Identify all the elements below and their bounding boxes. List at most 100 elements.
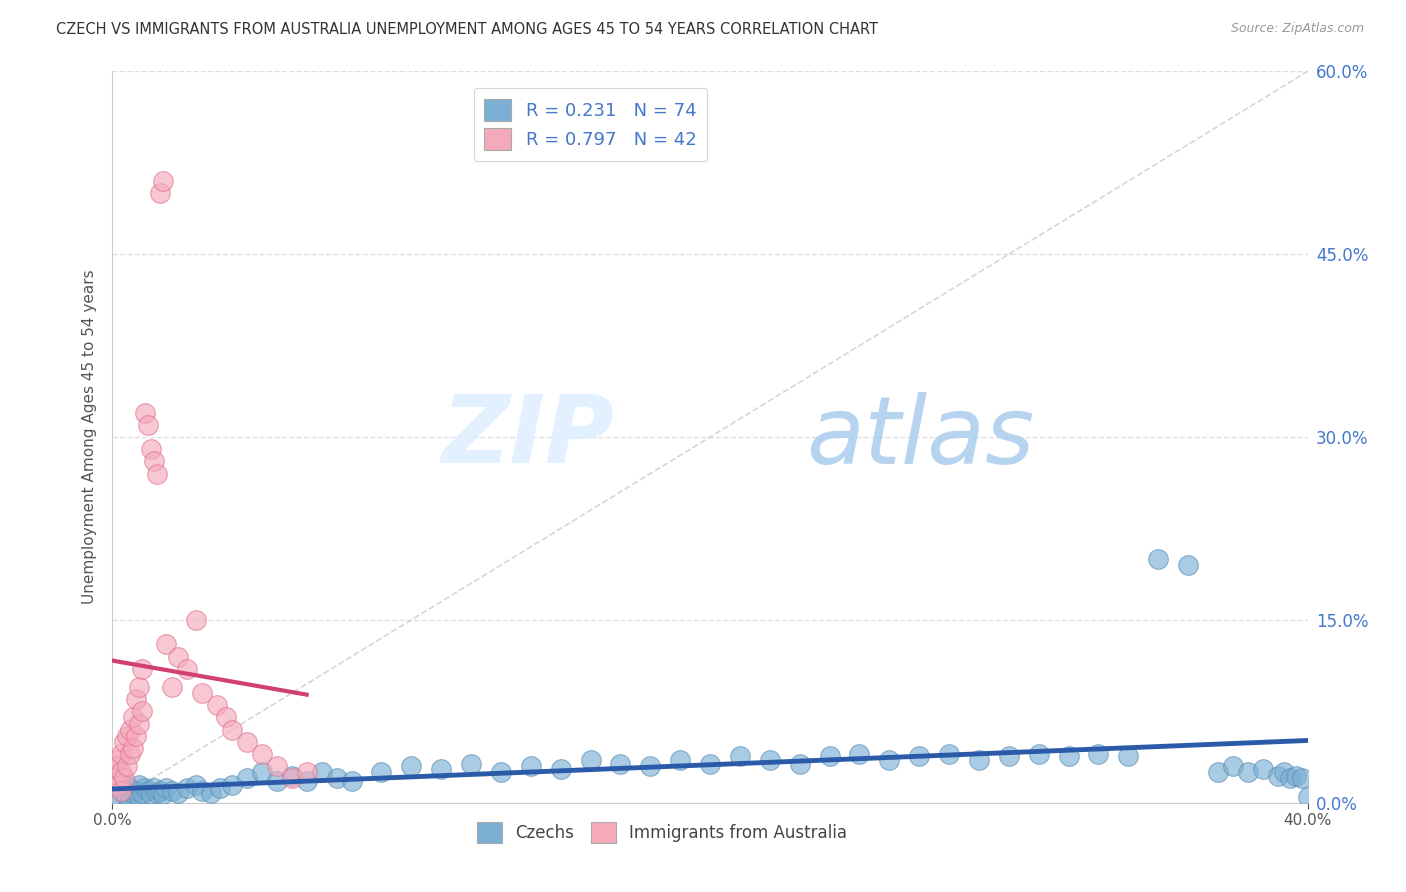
Czechs	[520, 759, 543, 773]
Czechs	[967, 753, 990, 767]
Czechs	[430, 762, 453, 776]
Immigrants from Australia	[107, 778, 129, 792]
Text: atlas: atlas	[806, 392, 1033, 483]
Czechs	[311, 765, 333, 780]
Czechs	[110, 783, 132, 797]
Immigrants from Australia	[221, 723, 243, 737]
Immigrants from Australia	[141, 442, 163, 457]
Czechs	[191, 783, 214, 797]
Czechs	[579, 753, 602, 767]
Immigrants from Australia	[162, 680, 183, 694]
Immigrants from Australia	[143, 454, 166, 468]
Czechs	[848, 747, 870, 761]
Czechs	[141, 787, 163, 801]
Immigrants from Australia	[114, 735, 135, 749]
Immigrants from Australia	[122, 740, 145, 755]
Czechs	[200, 786, 222, 800]
Czechs	[550, 762, 572, 776]
Czechs	[221, 778, 243, 792]
Immigrants from Australia	[104, 772, 127, 786]
Immigrants from Australia	[131, 705, 153, 719]
Czechs	[1296, 789, 1319, 804]
Czechs	[128, 778, 150, 792]
Immigrants from Australia	[205, 698, 228, 713]
Text: CZECH VS IMMIGRANTS FROM AUSTRALIA UNEMPLOYMENT AMONG AGES 45 TO 54 YEARS CORREL: CZECH VS IMMIGRANTS FROM AUSTRALIA UNEMP…	[56, 22, 879, 37]
Czechs	[281, 769, 304, 783]
Y-axis label: Unemployment Among Ages 45 to 54 years: Unemployment Among Ages 45 to 54 years	[82, 269, 97, 605]
Immigrants from Australia	[107, 753, 129, 767]
Czechs	[789, 756, 811, 771]
Immigrants from Australia	[128, 680, 150, 694]
Czechs	[1272, 765, 1295, 780]
Czechs	[1087, 747, 1109, 761]
Czechs	[340, 773, 363, 788]
Immigrants from Australia	[266, 759, 288, 773]
Immigrants from Australia	[120, 723, 142, 737]
Czechs	[266, 773, 288, 788]
Text: Source: ZipAtlas.com: Source: ZipAtlas.com	[1230, 22, 1364, 36]
Immigrants from Australia	[186, 613, 208, 627]
Czechs	[669, 753, 692, 767]
Immigrants from Australia	[155, 637, 177, 651]
Czechs	[1147, 552, 1170, 566]
Immigrants from Australia	[176, 662, 198, 676]
Czechs	[125, 783, 148, 797]
Czechs	[759, 753, 782, 767]
Czechs	[1267, 769, 1289, 783]
Czechs	[155, 781, 177, 796]
Czechs	[236, 772, 259, 786]
Czechs	[699, 756, 721, 771]
Czechs	[370, 765, 392, 780]
Czechs	[609, 756, 631, 771]
Immigrants from Australia	[134, 406, 156, 420]
Czechs	[325, 772, 347, 786]
Czechs	[167, 786, 190, 800]
Czechs	[143, 781, 166, 796]
Czechs	[879, 753, 901, 767]
Immigrants from Australia	[138, 417, 160, 432]
Czechs	[938, 747, 960, 761]
Immigrants from Australia	[131, 662, 153, 676]
Czechs	[1291, 772, 1313, 786]
Immigrants from Australia	[146, 467, 169, 481]
Czechs	[117, 789, 139, 804]
Czechs	[1177, 558, 1199, 573]
Czechs	[107, 789, 129, 804]
Text: ZIP: ZIP	[441, 391, 614, 483]
Czechs	[120, 792, 142, 806]
Immigrants from Australia	[191, 686, 214, 700]
Czechs	[120, 781, 142, 796]
Czechs	[1028, 747, 1050, 761]
Immigrants from Australia	[295, 765, 318, 780]
Czechs	[122, 786, 145, 800]
Czechs	[1278, 772, 1301, 786]
Immigrants from Australia	[125, 692, 148, 706]
Czechs	[138, 783, 160, 797]
Czechs	[295, 773, 318, 788]
Czechs	[1251, 762, 1274, 776]
Czechs	[176, 781, 198, 796]
Czechs	[460, 756, 482, 771]
Czechs	[1237, 765, 1260, 780]
Czechs	[162, 783, 183, 797]
Immigrants from Australia	[149, 186, 172, 201]
Czechs	[908, 749, 931, 764]
Czechs	[1285, 769, 1308, 783]
Czechs	[152, 787, 174, 801]
Czechs	[149, 783, 172, 797]
Czechs	[728, 749, 751, 764]
Immigrants from Australia	[117, 759, 139, 773]
Czechs	[640, 759, 662, 773]
Immigrants from Australia	[128, 716, 150, 731]
Immigrants from Australia	[167, 649, 190, 664]
Czechs	[131, 786, 153, 800]
Czechs	[209, 781, 232, 796]
Immigrants from Australia	[125, 729, 148, 743]
Czechs	[186, 778, 208, 792]
Immigrants from Australia	[281, 772, 304, 786]
Czechs	[146, 786, 169, 800]
Immigrants from Australia	[120, 747, 142, 761]
Czechs	[1118, 749, 1140, 764]
Immigrants from Australia	[122, 710, 145, 724]
Immigrants from Australia	[117, 729, 139, 743]
